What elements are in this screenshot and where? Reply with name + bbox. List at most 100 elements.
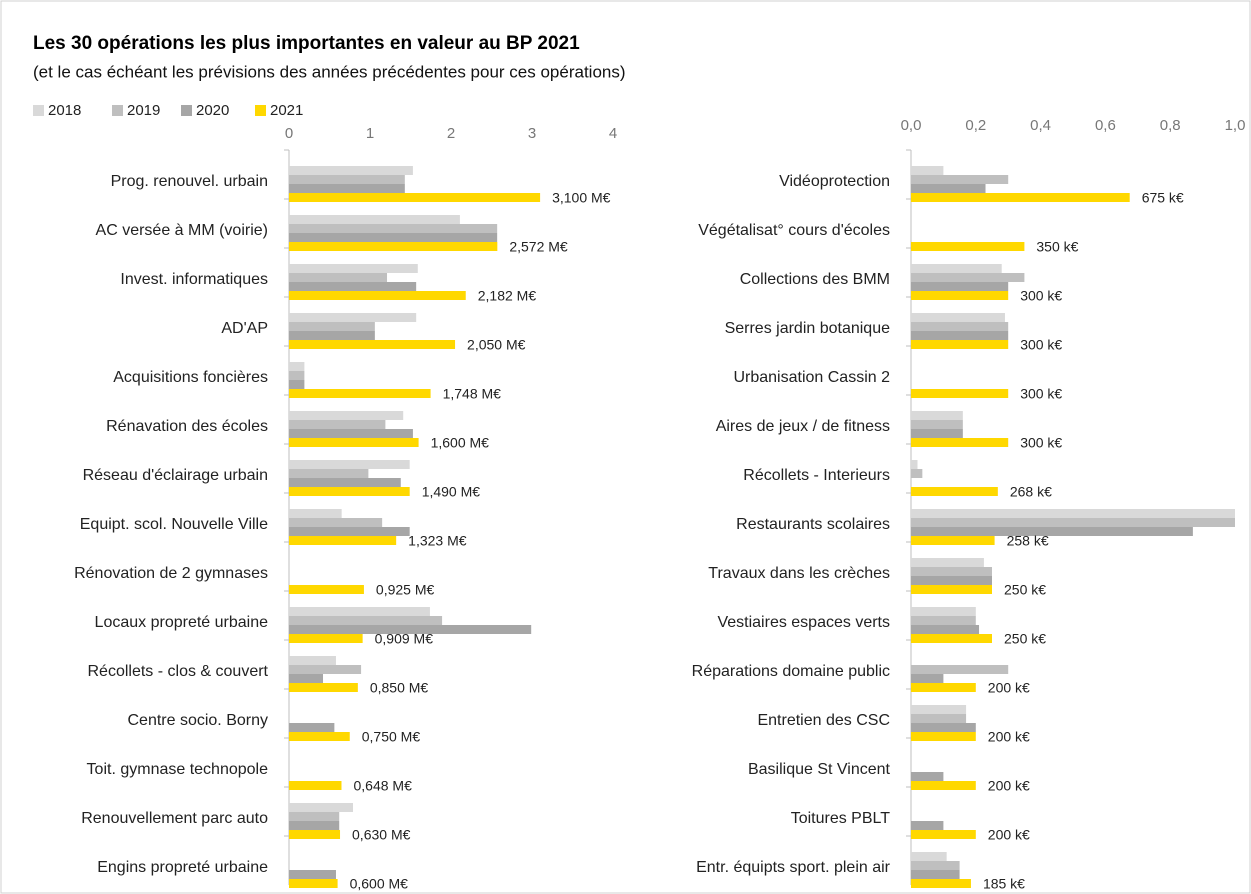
value-label: 300 k€ bbox=[1020, 386, 1062, 402]
bar bbox=[911, 411, 963, 420]
bar bbox=[911, 469, 923, 478]
bar bbox=[289, 340, 456, 349]
bar bbox=[289, 634, 363, 643]
legend-swatch bbox=[255, 105, 266, 116]
bar bbox=[911, 576, 992, 585]
value-label: 0,648 M€ bbox=[353, 778, 412, 794]
bar bbox=[289, 193, 541, 202]
category-label: Renouvellement parc auto bbox=[81, 810, 268, 827]
value-label: 1,748 M€ bbox=[443, 386, 502, 402]
x-tick-label: 2 bbox=[447, 125, 455, 142]
category-label: Serres jardin botanique bbox=[725, 320, 891, 337]
bar bbox=[911, 460, 918, 469]
bar bbox=[289, 175, 405, 184]
category-label: Centre socio. Borny bbox=[127, 712, 268, 729]
category-label: Restaurants scolaires bbox=[736, 516, 890, 533]
bar bbox=[289, 411, 404, 420]
value-label: 0,630 M€ bbox=[352, 827, 411, 843]
bar bbox=[911, 340, 1009, 349]
category-label: Invest. informatiques bbox=[120, 271, 268, 288]
bar bbox=[911, 558, 984, 567]
category-label: Entretien des CSC bbox=[757, 712, 890, 729]
bar bbox=[289, 264, 418, 273]
bar bbox=[911, 665, 1009, 674]
bar bbox=[911, 616, 976, 625]
value-label: 200 k€ bbox=[988, 778, 1030, 794]
x-tick-label: 0,4 bbox=[1030, 117, 1051, 134]
legend-swatch bbox=[33, 105, 44, 116]
category-label: Engins propreté urbaine bbox=[97, 859, 268, 876]
value-label: 675 k€ bbox=[1142, 190, 1184, 206]
category-label: Végétalisat° cours d'écoles bbox=[698, 222, 890, 239]
category-label: Equipt. scol. Nouvelle Ville bbox=[80, 516, 268, 533]
bar bbox=[911, 184, 986, 193]
bar bbox=[289, 322, 375, 331]
value-label: 1,600 M€ bbox=[431, 435, 490, 451]
bar bbox=[289, 879, 338, 888]
bar bbox=[911, 714, 967, 723]
value-label: 200 k€ bbox=[988, 729, 1030, 745]
value-label: 1,490 M€ bbox=[422, 484, 481, 500]
bar bbox=[911, 242, 1025, 251]
bar bbox=[911, 429, 963, 438]
value-label: 250 k€ bbox=[1004, 631, 1046, 647]
x-tick-label: 1,0 bbox=[1225, 117, 1246, 134]
bar bbox=[289, 536, 397, 545]
category-label: Réparations domaine public bbox=[692, 663, 890, 680]
category-label: Toitures PBLT bbox=[791, 810, 891, 827]
category-label: Basilique St Vincent bbox=[748, 761, 891, 778]
bar bbox=[911, 313, 1005, 322]
bar bbox=[289, 215, 460, 224]
bar bbox=[289, 224, 498, 233]
value-label: 268 k€ bbox=[1010, 484, 1052, 500]
value-label: 200 k€ bbox=[988, 827, 1030, 843]
bar bbox=[911, 634, 992, 643]
bar bbox=[289, 585, 364, 594]
bar bbox=[911, 567, 992, 576]
value-label: 2,572 M€ bbox=[509, 239, 568, 255]
bar bbox=[911, 674, 944, 683]
x-tick-label: 3 bbox=[528, 125, 536, 142]
category-label: Urbanisation Cassin 2 bbox=[733, 369, 890, 386]
bar bbox=[289, 870, 336, 879]
legend-label: 2018 bbox=[48, 102, 81, 119]
bar bbox=[911, 625, 980, 634]
x-tick-label: 4 bbox=[609, 125, 617, 142]
legend-label: 2020 bbox=[196, 102, 229, 119]
legend-label: 2019 bbox=[127, 102, 160, 119]
bar bbox=[911, 781, 976, 790]
bar bbox=[911, 438, 1009, 447]
bar bbox=[289, 674, 324, 683]
bar bbox=[289, 184, 405, 193]
bar bbox=[289, 233, 498, 242]
bar bbox=[289, 313, 417, 322]
value-label: 0,750 M€ bbox=[362, 729, 421, 745]
chart-subtitle: (et le cas échéant les prévisions des an… bbox=[33, 62, 626, 81]
bar bbox=[289, 331, 375, 340]
bar bbox=[911, 861, 960, 870]
bar bbox=[289, 460, 410, 469]
bar bbox=[289, 438, 419, 447]
category-label: Vestiaires espaces verts bbox=[717, 614, 890, 631]
value-label: 200 k€ bbox=[988, 680, 1030, 696]
bar bbox=[911, 732, 976, 741]
bar bbox=[911, 322, 1009, 331]
bar bbox=[911, 585, 992, 594]
value-label: 350 k€ bbox=[1036, 239, 1078, 255]
x-tick-label: 0,6 bbox=[1095, 117, 1116, 134]
bar bbox=[289, 380, 305, 389]
value-label: 0,850 M€ bbox=[370, 680, 429, 696]
bar bbox=[911, 175, 1009, 184]
value-label: 0,925 M€ bbox=[376, 582, 435, 598]
bar bbox=[911, 830, 976, 839]
bar bbox=[911, 193, 1130, 202]
bar bbox=[289, 362, 305, 371]
category-label: Rénavation des écoles bbox=[106, 418, 268, 435]
x-tick-label: 0,0 bbox=[901, 117, 922, 134]
bar bbox=[911, 389, 1009, 398]
bar bbox=[289, 616, 443, 625]
category-label: Prog. renouvel. urbain bbox=[111, 173, 268, 190]
bar bbox=[289, 732, 350, 741]
bar bbox=[911, 331, 1009, 340]
